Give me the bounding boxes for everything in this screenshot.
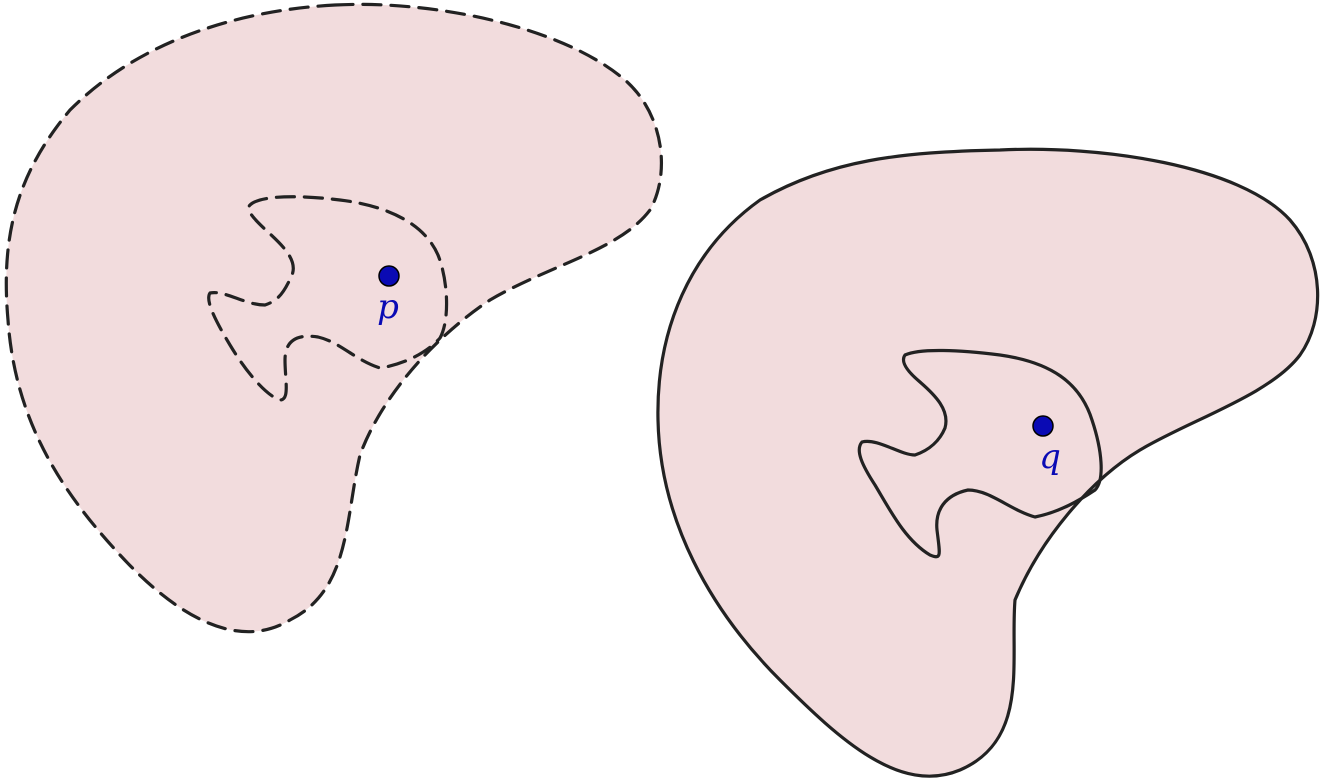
left-region: p bbox=[4, 2, 664, 634]
point-q bbox=[1032, 415, 1054, 437]
right-region: q bbox=[656, 147, 1320, 778]
left-outer-boundary bbox=[4, 2, 664, 634]
point-q-label: q bbox=[1039, 437, 1061, 477]
left-outer-fill bbox=[6, 4, 662, 632]
point-p bbox=[378, 265, 400, 287]
left-inner-boundary bbox=[207, 195, 449, 402]
point-p-label: p bbox=[377, 287, 399, 327]
right-outer-boundary bbox=[656, 147, 1320, 778]
right-inner-boundary bbox=[857, 348, 1103, 559]
right-outer-fill bbox=[657, 149, 1318, 777]
